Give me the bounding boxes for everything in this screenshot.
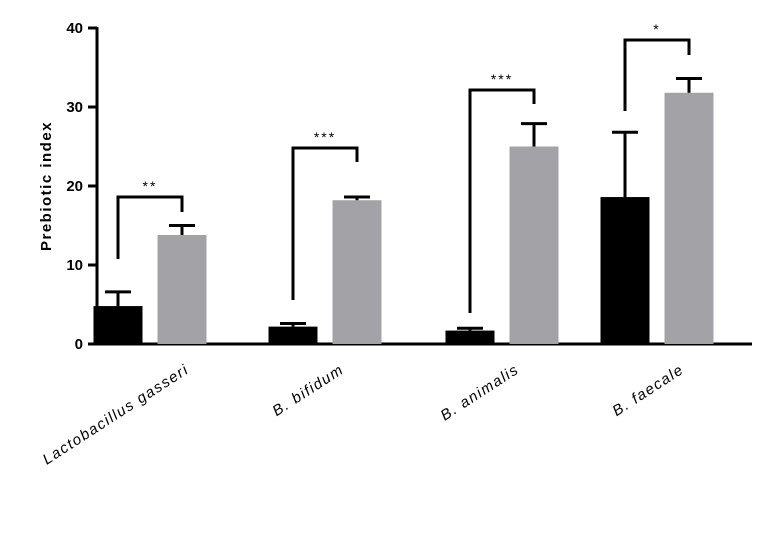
bar — [445, 330, 495, 344]
significance-label: *** — [491, 71, 513, 87]
significance-label: ** — [143, 178, 158, 194]
significance-label: * — [653, 21, 660, 37]
x-tick-label: Lactobacillus gasseri — [40, 361, 192, 468]
y-tick-label: 10 — [66, 257, 83, 274]
y-tick-label: 20 — [66, 178, 83, 195]
y-tick-label: 30 — [66, 99, 83, 116]
significance-bracket — [623, 38, 691, 111]
x-tick-label: B. animalis — [438, 361, 523, 424]
significance-bracket — [116, 195, 184, 259]
y-tick-label: 0 — [75, 336, 83, 353]
y-tick-label: 40 — [66, 20, 83, 37]
significance-bracket — [291, 146, 359, 300]
significance-label: *** — [314, 129, 336, 145]
bar — [157, 234, 207, 344]
bar — [600, 197, 650, 344]
x-tick-label: B. bifidum — [269, 361, 347, 420]
x-tick-label: B. faecale — [609, 361, 687, 420]
significance-bracket — [468, 88, 536, 313]
y-axis-label: Prebiotic index — [38, 121, 55, 251]
bar — [93, 306, 143, 344]
bar — [332, 200, 382, 344]
bar — [268, 326, 318, 344]
bar — [509, 146, 559, 344]
bar — [664, 92, 714, 344]
